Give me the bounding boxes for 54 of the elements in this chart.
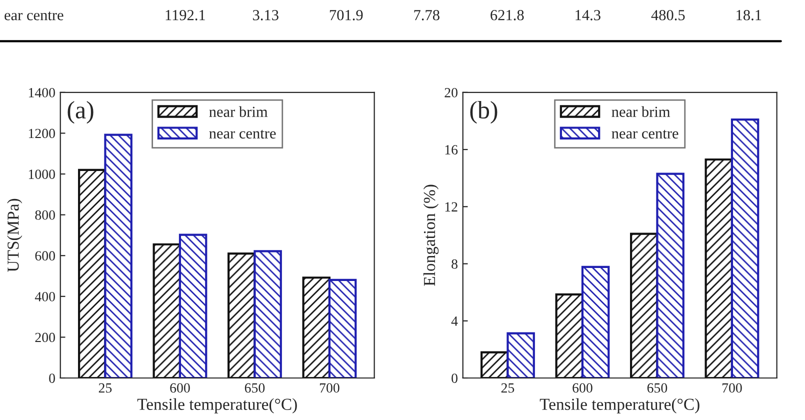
bar: [730, 118, 760, 378]
x-axis-title: Tensile temperature(°C): [540, 398, 700, 414]
x-axis-title: Tensile temperature(°C): [137, 398, 297, 414]
y-tick-label: 1200: [28, 128, 55, 138]
legend-label: near centre: [612, 130, 678, 139]
x-tick-label: 600: [170, 383, 190, 393]
y-tick-label: 8: [452, 259, 458, 269]
bar: [480, 351, 509, 378]
text: ear centre: [4, 12, 64, 20]
bar: [630, 232, 658, 378]
x-tick-label: 25: [98, 383, 112, 393]
legend-label: near centre: [209, 130, 276, 139]
text: 480.5: [651, 10, 685, 20]
bar: [656, 172, 684, 378]
x-tick-label: 650: [647, 383, 668, 393]
legend-label: near brim: [612, 106, 670, 117]
x-tick-label: 700: [320, 383, 340, 393]
legend-label: near brim: [209, 106, 268, 117]
y-tick-label: 4: [451, 316, 458, 326]
annotation: (a): [68, 100, 94, 124]
y-axis-title: Elongation (%): [423, 184, 439, 286]
bar: [228, 252, 256, 378]
annotation: (b): [470, 100, 498, 124]
y-tick-label: 12: [445, 202, 458, 212]
bar: [78, 168, 106, 378]
y-axis-title: UTS(MPa): [7, 198, 22, 272]
text: 701.9: [330, 10, 363, 20]
text: 1192.1: [166, 10, 205, 20]
bar: [254, 250, 282, 378]
y-tick-label: 0: [452, 374, 458, 383]
x-tick-label: 600: [572, 383, 592, 393]
y-tick-label: 0: [49, 374, 55, 383]
y-tick-label: 200: [35, 332, 55, 342]
x-tick-label: 650: [244, 383, 265, 393]
bar: [104, 134, 132, 378]
bar: [506, 332, 535, 378]
bar: [328, 278, 357, 378]
y-tick-label: 16: [445, 145, 458, 154]
x-tick-label: 700: [722, 383, 742, 393]
y-tick-label: 800: [35, 210, 55, 220]
y-tick-label: 1400: [28, 88, 55, 98]
text: 7.78: [414, 10, 440, 20]
bar: [581, 266, 610, 378]
y-tick-label: 600: [35, 251, 55, 261]
y-tick-label: 20: [444, 88, 458, 98]
y-tick-label: 1000: [28, 170, 55, 179]
x-tick-label: 25: [501, 383, 514, 393]
text: 3.13: [253, 10, 278, 20]
text: 621.8: [490, 10, 524, 20]
y-tick-label: 400: [34, 292, 55, 302]
text: 18.1: [736, 10, 762, 20]
text: 14.3: [576, 10, 600, 20]
bar: [178, 234, 208, 378]
bar: [302, 276, 331, 378]
